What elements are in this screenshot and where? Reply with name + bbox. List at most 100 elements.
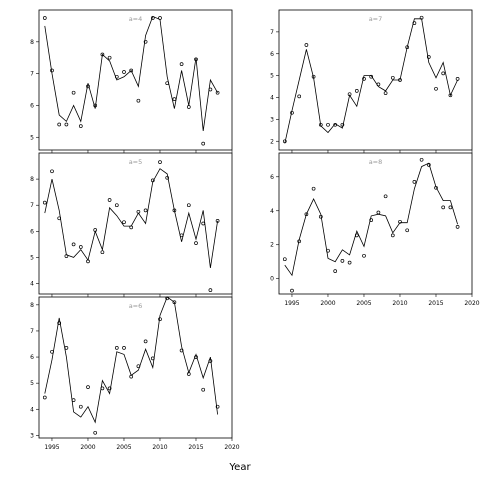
data-point — [158, 160, 162, 164]
data-point — [441, 205, 446, 210]
data-point — [107, 386, 112, 391]
data-point — [143, 339, 148, 344]
y-tick-label: 4 — [30, 281, 34, 288]
data-point — [42, 16, 47, 20]
data-point — [297, 239, 302, 244]
data-point — [347, 92, 352, 97]
data-point — [107, 198, 112, 202]
y-tick-label: 8 — [30, 302, 34, 309]
data-point — [158, 16, 162, 20]
data-point — [100, 250, 105, 255]
data-point — [186, 105, 191, 109]
data-point — [318, 214, 323, 219]
data-point — [318, 122, 323, 127]
data-point — [114, 346, 119, 350]
data-point — [201, 387, 206, 392]
data-point — [71, 90, 76, 95]
data-point — [448, 93, 453, 98]
data-point — [114, 74, 119, 79]
data-point — [412, 180, 417, 184]
data-point — [369, 218, 374, 222]
data-point — [448, 205, 453, 210]
data-point — [398, 78, 402, 82]
data-point — [390, 233, 395, 238]
data-point — [405, 45, 410, 50]
data-point — [455, 225, 460, 229]
y-tick-label: 6 — [30, 354, 34, 361]
data-point — [172, 97, 177, 101]
data-point — [172, 300, 177, 305]
data-point — [165, 175, 170, 180]
data-point — [107, 55, 112, 60]
data-point — [150, 356, 155, 361]
y-tick-label: 2 — [270, 138, 274, 145]
data-point — [136, 98, 141, 103]
panel-frame — [38, 296, 233, 439]
data-point — [78, 124, 83, 128]
x-axis-title: Year — [228, 462, 251, 473]
y-tick-label: 5 — [30, 254, 34, 261]
data-point — [297, 94, 302, 99]
data-point — [333, 269, 338, 273]
data-point — [333, 122, 338, 127]
panel-2: a=7 2 3 4 5 6 7 — [270, 9, 473, 153]
data-point — [194, 241, 198, 245]
data-point — [215, 90, 220, 95]
data-point — [340, 122, 345, 127]
data-point — [208, 87, 213, 92]
data-point — [165, 296, 170, 301]
data-point — [165, 81, 170, 86]
data-point — [412, 21, 417, 25]
data-point — [201, 141, 206, 146]
data-point — [93, 103, 98, 108]
data-point — [86, 259, 90, 264]
data-point — [57, 216, 62, 221]
x-tick-label: 2020 — [224, 444, 239, 451]
data-point — [208, 359, 213, 363]
data-point — [136, 364, 141, 369]
y-tick-label: 7 — [270, 29, 274, 36]
data-point — [426, 163, 431, 167]
data-point — [64, 122, 69, 127]
y-tick-label: 8 — [30, 176, 34, 183]
panel-label: a=5 — [129, 158, 143, 166]
data-point — [150, 178, 155, 183]
panel-frame — [38, 9, 233, 151]
data-point — [93, 430, 98, 435]
y-tick-label: 4 — [30, 406, 34, 413]
data-point — [208, 288, 213, 292]
data-point — [42, 200, 47, 205]
data-point — [290, 110, 294, 115]
data-point — [362, 77, 366, 81]
data-point — [311, 74, 316, 79]
data-point — [326, 122, 330, 127]
data-point — [114, 203, 119, 208]
y-tick-label: 3 — [30, 432, 34, 439]
fitted-line — [44, 168, 218, 268]
data-point — [354, 89, 359, 93]
y-tick-label: 6 — [30, 228, 34, 235]
panel-label: a=6 — [129, 302, 143, 310]
data-point — [64, 346, 69, 350]
data-point — [78, 245, 83, 249]
x-tick-label: 2015 — [428, 300, 443, 307]
data-point — [347, 260, 352, 265]
y-tick-label: 5 — [30, 134, 34, 141]
panel-5: a=6 3 4 5 6 7 8 1995 2000 2005 2010 2015 2020 — [30, 296, 240, 451]
data-point — [419, 15, 424, 20]
data-point — [172, 208, 177, 213]
data-point — [158, 317, 162, 322]
fitted-line — [284, 18, 458, 144]
data-point — [71, 398, 76, 402]
data-point — [64, 254, 69, 258]
data-point — [405, 228, 410, 233]
data-point — [50, 169, 54, 174]
y-tick-label: 8 — [30, 39, 34, 46]
y-tick-label: 4 — [270, 208, 274, 215]
data-point — [376, 210, 381, 215]
x-tick-label: 2010 — [392, 300, 407, 307]
x-tick-label: 2015 — [188, 444, 203, 451]
data-point — [57, 321, 62, 325]
panel-1: a=4 5 6 7 8 — [30, 9, 233, 153]
data-point — [93, 228, 98, 232]
